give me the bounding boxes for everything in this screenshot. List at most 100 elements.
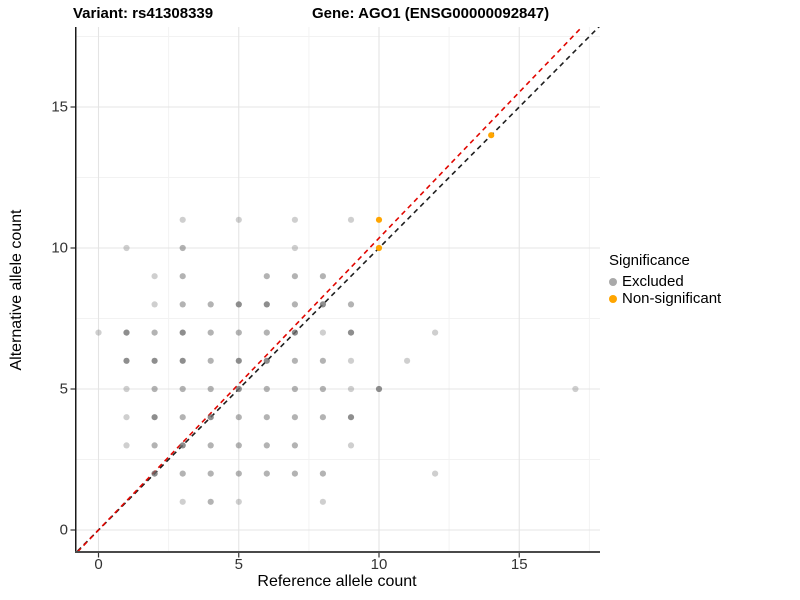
data-point-excluded (319, 470, 326, 477)
data-point-excluded (404, 357, 411, 364)
data-point-non-significant (375, 216, 383, 223)
data-point-excluded (235, 470, 242, 477)
data-point-excluded (263, 357, 270, 364)
data-point-excluded (151, 357, 158, 364)
data-point-excluded (432, 470, 439, 477)
data-point-excluded (179, 244, 186, 252)
data-point-excluded (319, 414, 326, 421)
data-point-excluded (151, 301, 158, 308)
data-point-excluded (151, 273, 158, 280)
data-point-excluded (235, 442, 242, 449)
data-point-excluded (179, 385, 186, 393)
data-point-excluded (235, 216, 242, 223)
gridlines (75, 27, 600, 553)
data-point-excluded (123, 357, 130, 364)
data-point-excluded (179, 301, 186, 308)
data-point-excluded (207, 498, 214, 505)
gene-title: Gene: AGO1 (ENSG00000092847) (312, 5, 550, 22)
data-point-excluded (235, 414, 242, 421)
data-point-excluded (432, 329, 439, 336)
data-point-excluded (347, 216, 355, 223)
data-point-excluded (319, 329, 326, 336)
y-axis-title: Alternative allele count (8, 209, 25, 371)
data-point-excluded (179, 357, 186, 364)
data-point-excluded (123, 385, 130, 393)
x-tick-label: 5 (234, 556, 243, 573)
data-points (95, 132, 579, 505)
data-point-excluded (347, 301, 355, 308)
data-point-excluded (123, 244, 130, 252)
data-point-excluded (291, 470, 298, 477)
data-point-excluded (123, 414, 130, 421)
x-axis-title: Reference allele count (257, 573, 417, 590)
data-point-excluded (207, 385, 214, 393)
data-point-excluded (235, 329, 242, 336)
data-point-excluded (123, 442, 130, 449)
legend-title: Significance (609, 252, 690, 269)
data-point-excluded (207, 470, 214, 477)
data-point-excluded (291, 301, 298, 308)
legend-label-excluded: Excluded (622, 273, 684, 290)
data-point-excluded (207, 301, 214, 308)
data-point-excluded (347, 329, 355, 336)
legend-label-nonsignificant: Non-significant (622, 290, 722, 307)
data-point-excluded (235, 385, 242, 393)
data-point-excluded (207, 442, 214, 449)
data-point-excluded (207, 357, 214, 364)
data-point-excluded (347, 357, 355, 364)
data-point-excluded (319, 273, 326, 280)
data-point-excluded (572, 385, 579, 393)
legend: Significance Excluded Non-significant (609, 252, 721, 307)
data-point-excluded (151, 414, 158, 421)
identity-line (75, 27, 600, 553)
reference-lines (75, 27, 600, 553)
data-point-excluded (263, 442, 270, 449)
excluded-dot-icon (609, 277, 617, 286)
data-point-excluded (291, 273, 298, 280)
data-point-excluded (123, 329, 130, 336)
legend-item-excluded: Excluded (609, 273, 721, 290)
data-point-excluded (263, 273, 270, 280)
data-point-excluded (347, 442, 355, 449)
y-tick-label: 0 (59, 521, 68, 539)
data-point-excluded (179, 442, 186, 449)
data-point-excluded (291, 329, 298, 336)
legend-item-nonsignificant: Non-significant (609, 290, 721, 307)
data-point-excluded (319, 301, 326, 308)
fitted-ratio-line (75, 27, 584, 553)
data-point-excluded (95, 329, 102, 336)
data-point-excluded (235, 357, 242, 364)
y-tick-label: 15 (51, 98, 68, 116)
data-point-excluded (151, 385, 158, 393)
y-tick-label: 10 (51, 239, 68, 257)
data-point-excluded (207, 414, 214, 421)
data-point-excluded (291, 244, 298, 252)
data-point-excluded (179, 216, 186, 223)
data-point-excluded (319, 385, 326, 393)
data-point-excluded (151, 442, 158, 449)
x-tick-label: 10 (370, 556, 388, 573)
data-point-excluded (235, 498, 242, 505)
data-point-non-significant (375, 244, 383, 252)
data-point-excluded (291, 414, 298, 421)
data-point-excluded (179, 329, 186, 336)
data-point-excluded (319, 357, 326, 364)
data-point-excluded (263, 470, 270, 477)
data-point-excluded (179, 273, 186, 280)
data-point-excluded (291, 385, 298, 393)
data-point-excluded (235, 301, 242, 308)
data-point-excluded (319, 498, 326, 505)
data-point-excluded (263, 414, 270, 421)
data-point-excluded (179, 470, 186, 477)
data-point-excluded (263, 301, 270, 308)
data-point-excluded (291, 216, 298, 223)
data-point-non-significant (488, 132, 495, 139)
data-point-excluded (263, 329, 270, 336)
x-tick-label: 15 (510, 556, 528, 573)
data-point-excluded (375, 385, 383, 393)
data-point-excluded (207, 329, 214, 336)
data-point-excluded (291, 357, 298, 364)
axis-lines (70, 27, 600, 558)
